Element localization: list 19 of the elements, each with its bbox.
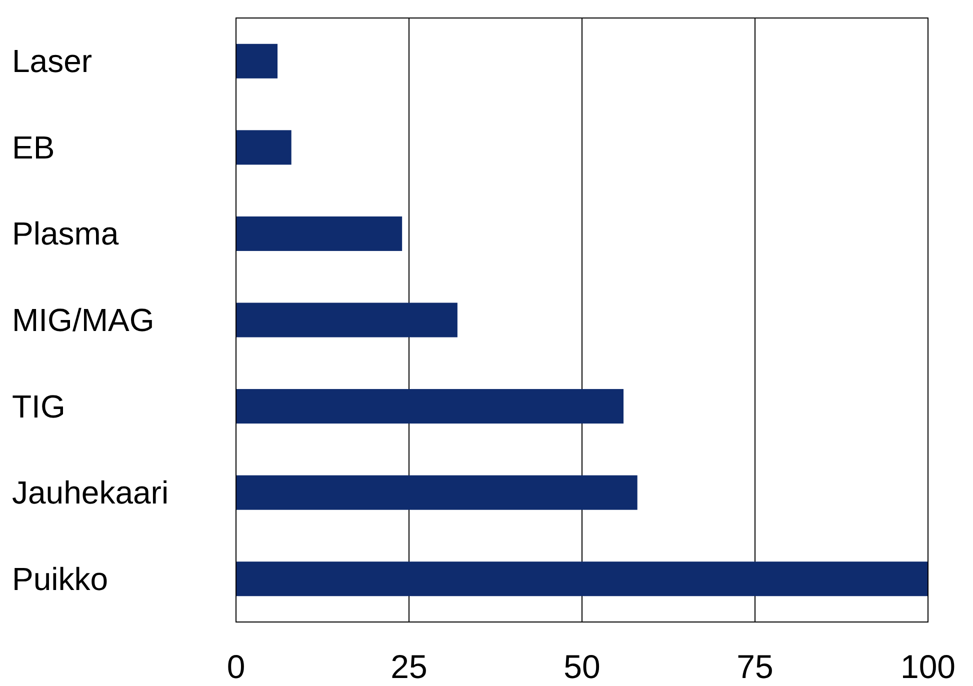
bar bbox=[236, 562, 928, 596]
y-tick-label: TIG bbox=[12, 388, 66, 424]
y-tick-label: Laser bbox=[12, 43, 92, 80]
x-tick-label: 50 bbox=[564, 648, 600, 685]
x-tick-label: 0 bbox=[226, 648, 246, 685]
bar bbox=[236, 475, 638, 510]
x-tick-label: 100 bbox=[900, 648, 956, 685]
x-tick-label: 25 bbox=[390, 648, 428, 685]
y-tick-label: Jauhekaari bbox=[12, 474, 169, 511]
y-tick-label: Puikko bbox=[12, 560, 108, 597]
y-tick-label: EB bbox=[12, 129, 55, 166]
bar bbox=[236, 216, 402, 251]
bar bbox=[236, 130, 292, 165]
bar bbox=[236, 302, 458, 338]
bar bbox=[236, 389, 624, 424]
bar bbox=[236, 44, 278, 78]
x-tick-label: 75 bbox=[736, 648, 774, 685]
y-tick-label: MIG/MAG bbox=[12, 302, 154, 338]
y-tick-label: Plasma bbox=[12, 216, 119, 252]
